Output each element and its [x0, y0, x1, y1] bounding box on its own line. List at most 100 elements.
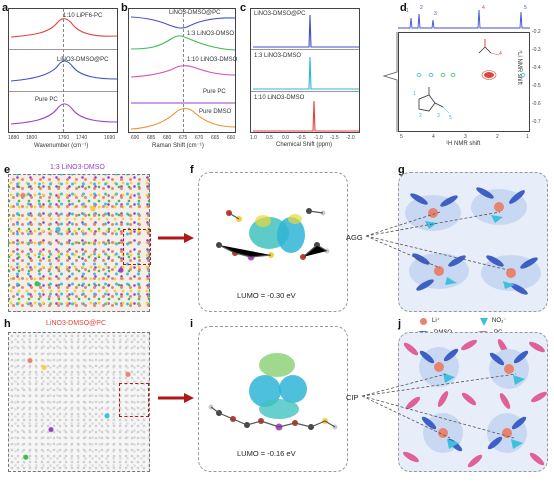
x-tick: 5 [400, 134, 403, 140]
trace-label: LiNO3-DMSO@PC [169, 10, 221, 16]
peak-label: 4 [482, 5, 485, 11]
panel-d-label: d [400, 2, 407, 14]
panel-b-traces [130, 16, 236, 130]
y-tick: -0.3 [532, 47, 541, 53]
panel-b-plot: LiNO3-DMSO@PC 1:3 LiNO3-DMSO 1:10 LiNO3-… [128, 8, 238, 133]
peak-label: 1 [406, 8, 409, 14]
li-ion-icon [420, 318, 427, 325]
panel-h-label: h [4, 318, 11, 330]
x-tick: 680 [163, 135, 172, 141]
peak-label: 3 [434, 11, 437, 17]
panel-d-plot: 4 1 2 3 5 [398, 32, 530, 132]
x-tick: 1.0 [250, 135, 257, 141]
lumo-energy-label: LUMO = -0.16 eV [237, 449, 296, 458]
trace-label: Pure PC [35, 97, 58, 103]
molecule-label: 1 [413, 91, 416, 97]
trace-label: LiNO3-DMSO@PC [57, 57, 109, 63]
y-tick: -0.4 [532, 65, 541, 71]
x-axis-label: Wavenumber (cm⁻¹) [34, 143, 89, 149]
nitrate-icon [480, 318, 488, 326]
trace-label: 1:10 LiNO3-DMSO [254, 95, 305, 101]
lumo-energy-label: LUMO = -0.30 eV [237, 291, 296, 300]
y-tick: -0.2 [532, 29, 541, 35]
trace-label: 1:3 LiNO3-DMSO [254, 53, 302, 59]
x-axis-label: Chemical Shift (ppm) [276, 142, 333, 148]
panel-d-side-spectrum [380, 32, 398, 132]
lumo-orbital-render [216, 208, 330, 261]
trace-label: Pure PC [203, 89, 226, 95]
molecule-label: 2 [419, 113, 422, 119]
x-tick: -0.5 [297, 135, 306, 141]
panel-h-title: LiNO3-DMSO@PC [46, 320, 107, 327]
agg-tag: AGG [346, 233, 363, 242]
x-tick: 3 [464, 134, 467, 140]
legend-label: NO₃⁻ [492, 318, 507, 324]
y-tick: -0.6 [532, 101, 541, 107]
x-tick: 1740 [76, 135, 88, 141]
panel-e-label: e [4, 164, 11, 176]
highlight-box [123, 229, 151, 265]
x-tick: 0.0 [282, 135, 289, 141]
panel-j-label: j [398, 318, 402, 330]
trace-label: 1:10 LiPF6-PC [63, 13, 103, 19]
x-tick: 660 [227, 135, 236, 141]
legend-label: Li⁺ [432, 318, 440, 324]
panel-i-label: i [190, 318, 194, 330]
x-axis-label: Raman Shift (cm⁻¹) [152, 143, 204, 149]
x-tick: 670 [195, 135, 204, 141]
x-tick: 2 [496, 134, 499, 140]
x-tick: 0.5 [266, 135, 273, 141]
panel-c-plot: LiNO3-DMSO@PC 1:3 LiNO3-DMSO 1:10 LiNO3-… [250, 8, 360, 133]
lumo-orbital-render [208, 353, 338, 431]
x-tick: -1.5 [330, 135, 339, 141]
x-tick: -2.0 [346, 135, 355, 141]
arrow-e-to-f [158, 233, 194, 243]
x-tick: 675 [179, 135, 188, 141]
md-snapshot-dense [8, 174, 151, 312]
trace-label: LiNO3-DMSO@PC [254, 11, 306, 17]
highlight-box [119, 383, 149, 417]
x-axis-label: ¹H NMR shift [446, 141, 481, 147]
panel-b-label: b [121, 2, 128, 14]
trace-label: Pure DMSO [199, 109, 232, 115]
arrow-h-to-i [158, 393, 194, 403]
x-tick: 1690 [104, 135, 116, 141]
panel-d-contours [416, 39, 526, 114]
panel-e-title: 1:3 LiNO3-DMSO [50, 164, 105, 171]
solvation-diagram-agg [398, 172, 548, 312]
trace-label: 1:3 LiNO3-DMSO [187, 31, 235, 37]
molecule-label: 3 [437, 113, 440, 119]
x-tick: 1760 [58, 135, 70, 141]
panel-g-label: g [398, 164, 405, 176]
solvation-diagram-cip [398, 332, 548, 472]
panel-a-label: a [2, 2, 9, 14]
peak-label: 5 [524, 5, 527, 11]
panel-f-label: f [190, 164, 194, 176]
lumo-panel-agg: LUMO = -0.30 eV [198, 172, 348, 312]
x-tick: -1.0 [314, 135, 323, 141]
x-tick: 1 [526, 134, 529, 140]
panel-d-top-spectrum: 1 2 3 4 5 [398, 5, 530, 30]
cip-tag: CIP [346, 393, 359, 402]
agg-clusters [405, 187, 541, 295]
x-tick: 1800 [26, 135, 38, 141]
md-snapshot-sparse [8, 332, 150, 472]
panel-c-traces [253, 14, 359, 132]
molecule-label: 5 [449, 115, 452, 121]
x-tick: 665 [211, 135, 220, 141]
y-tick: -0.5 [532, 83, 541, 89]
x-tick: 685 [147, 135, 156, 141]
panel-a-plot: 1:10 LiPF6-PC LiNO3-DMSO@PC Pure PC [8, 8, 118, 133]
x-tick: 690 [131, 135, 140, 141]
x-tick: 4 [432, 134, 435, 140]
panel-a-traces [10, 18, 118, 125]
trace-label: 1:10 LiNO3-DMSO [187, 57, 238, 63]
y-axis-label: ⁷Li NMR shift [516, 50, 522, 85]
cip-clusters [403, 339, 547, 468]
panel-c-label: c [240, 2, 247, 14]
molecule-label: 4 [499, 51, 502, 57]
x-tick: 1880 [8, 135, 20, 141]
peak-label: 2 [420, 5, 423, 11]
lumo-panel-cip: LUMO = -0.16 eV [198, 326, 348, 472]
y-tick: -0.7 [532, 119, 541, 125]
